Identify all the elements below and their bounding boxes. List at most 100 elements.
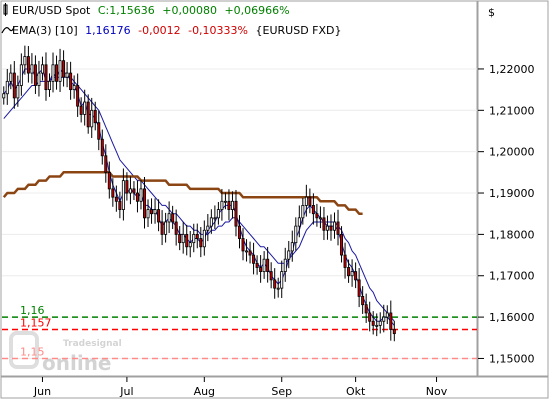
header-close: C:1,15636	[98, 4, 155, 17]
candle-body	[294, 225, 298, 244]
candle-body	[111, 188, 115, 198]
x-tick-label: Jul	[119, 385, 133, 398]
header-change-pct: +0,06966%	[224, 4, 289, 17]
candle-body	[132, 188, 136, 194]
candle-body	[350, 271, 354, 277]
candle-body	[329, 225, 333, 231]
x-axis: Jun Jul Aug Sep Okt Nov	[33, 377, 448, 398]
candle-body	[354, 271, 358, 281]
candle-body	[297, 217, 301, 227]
svg-text:EUR/USD Spot C:1,15636: EUR/USD Spot C:1,15636 +0,00080 +0,06966…	[12, 4, 290, 17]
x-tick-label: Aug	[194, 385, 215, 398]
ema-20-line	[3, 76, 395, 322]
candle-body	[269, 271, 273, 281]
candle-body	[276, 287, 280, 290]
candle-body	[304, 196, 308, 206]
candle-body	[121, 180, 125, 210]
candle-body	[79, 105, 83, 115]
candle-body	[361, 296, 365, 306]
candle-body	[65, 72, 69, 78]
candle-body	[12, 72, 16, 99]
candle-body	[51, 64, 55, 82]
level-label: 1,157	[20, 317, 52, 330]
indicator-name: EMA(3) [10]	[12, 24, 78, 37]
candle-body	[16, 85, 20, 99]
candle-body	[290, 242, 294, 252]
candle-body	[150, 209, 154, 215]
watermark-logo: Tradesignal online	[9, 331, 122, 375]
candle-body	[181, 233, 185, 244]
candle-body	[336, 221, 340, 235]
candle-body	[216, 209, 220, 219]
candle-body	[26, 56, 30, 74]
y-tick-label: 1,15000	[489, 352, 535, 365]
candle-body	[33, 64, 37, 86]
y-tick-label: 1,19000	[489, 187, 535, 200]
x-tick-label: Sep	[271, 385, 292, 398]
candle-body	[280, 271, 284, 289]
candle-body	[245, 250, 249, 253]
candle-body	[37, 72, 41, 86]
plot-area-frame	[0, 0, 478, 377]
candle-body	[135, 192, 139, 202]
candle-body	[167, 213, 171, 223]
header-symbol: EUR/USD Spot	[12, 4, 91, 17]
candle-body	[241, 238, 245, 252]
candle-body	[322, 217, 326, 231]
candle-body	[5, 80, 9, 95]
candle-body	[311, 205, 315, 215]
indicator-change-pct: -0,10333%	[188, 24, 248, 37]
candle-body	[206, 225, 210, 231]
candle-body	[202, 229, 206, 248]
candle-body	[139, 188, 143, 202]
candle-body	[357, 279, 361, 297]
candle-body	[100, 138, 104, 157]
candle-body	[375, 324, 379, 327]
currency-symbol: $	[488, 6, 495, 19]
candle-body	[283, 258, 287, 273]
candle-body	[248, 250, 252, 256]
candle-body	[223, 200, 227, 203]
candle-body	[19, 64, 23, 86]
candle-body	[227, 200, 231, 210]
candle-body	[55, 64, 59, 82]
candle-body	[157, 209, 161, 223]
y-tick-label: 1,21000	[489, 104, 535, 117]
candle-body	[220, 200, 224, 210]
header-line-2: EMA(3) [10] 1,16176 -0,0012 -0,10333% {E…	[1, 24, 342, 37]
candle-body	[171, 213, 175, 223]
candle-body	[86, 101, 90, 128]
candle-body	[83, 101, 87, 115]
candle-body	[118, 200, 122, 210]
candle-body	[325, 225, 329, 231]
candle-body	[230, 200, 234, 210]
ema-layer	[2, 68, 395, 326]
candle-body	[287, 250, 291, 260]
candle-body	[273, 279, 277, 289]
candle-body	[301, 205, 305, 219]
candle-body	[114, 196, 118, 202]
candle-body	[389, 312, 393, 330]
candle-body	[44, 64, 48, 91]
candle-body	[259, 267, 263, 273]
indicator-change: -0,0012	[138, 24, 180, 37]
ema-60-line	[2, 171, 363, 215]
y-tick-label: 1,17000	[489, 270, 535, 283]
candle-body	[40, 64, 44, 74]
candle-body	[340, 233, 344, 256]
candle-body	[153, 209, 157, 215]
level-label: 1,15	[20, 345, 45, 358]
candle-body	[308, 196, 312, 206]
candle-body	[368, 312, 372, 322]
header-change: +0,00080	[162, 4, 217, 17]
candle-body	[385, 312, 389, 318]
candle-body	[364, 304, 368, 314]
candle-body	[195, 233, 199, 239]
candle-body	[266, 258, 270, 273]
candle-body	[72, 85, 76, 91]
level-label: 1,16	[20, 304, 45, 317]
watermark-brand-text: Tradesignal	[63, 339, 122, 349]
candle-body	[93, 109, 97, 124]
